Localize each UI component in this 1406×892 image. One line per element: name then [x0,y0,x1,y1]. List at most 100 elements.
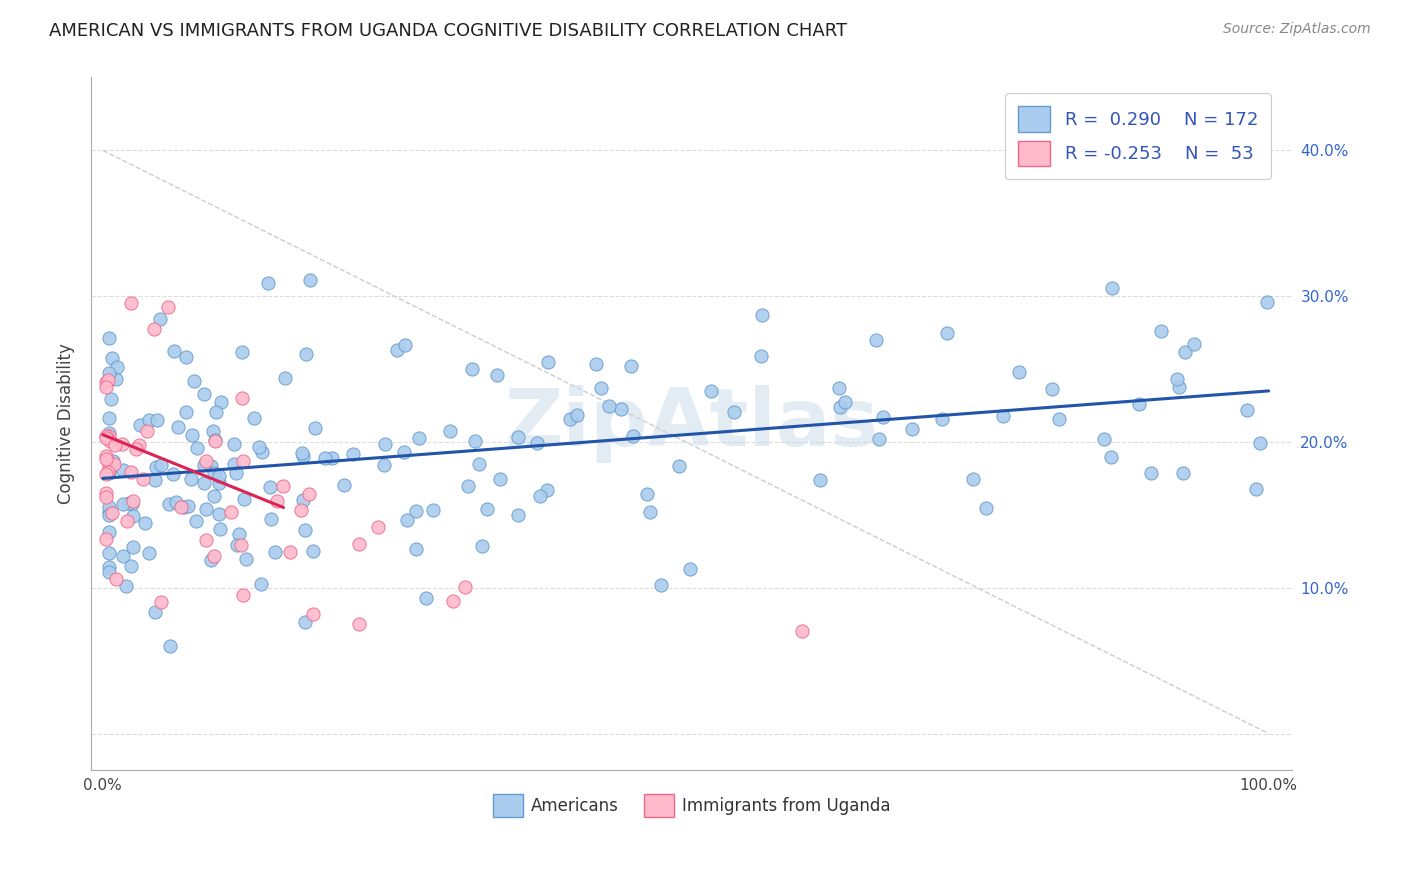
Point [225,538,247,552]
Point [104,438,127,452]
Point [257,276,280,290]
Point [97,560,120,574]
Point [166,419,188,434]
Point [228,526,250,541]
Point [138,413,160,427]
Point [259,480,281,494]
Point [298,486,321,500]
Point [205,405,228,419]
Point [475,502,498,516]
Point [274,371,297,385]
Point [1249,436,1271,450]
Point [129,417,152,432]
Point [229,538,252,552]
Y-axis label: Cognitive Disability: Cognitive Disability [58,343,75,504]
Point [232,588,254,602]
Point [96,467,118,482]
Point [396,513,419,527]
Point [314,451,336,466]
Point [974,501,997,516]
Point [124,442,146,457]
Point [304,421,326,435]
Point [349,617,371,632]
Point [868,432,890,446]
Point [290,503,312,517]
Point [865,333,887,347]
Point [1047,412,1070,426]
Point [204,433,226,447]
Point [454,580,477,594]
Point [394,338,416,352]
Point [156,300,179,314]
Point [97,467,120,481]
Point [751,350,773,364]
Point [723,405,745,419]
Point [250,445,273,459]
Point [1168,380,1191,394]
Point [295,347,318,361]
Point [219,505,242,519]
Point [143,605,166,619]
Point [121,497,143,511]
Point [111,437,134,451]
Point [118,496,141,510]
Point [565,408,588,422]
Point [408,431,430,445]
Point [209,395,232,409]
Point [1092,432,1115,446]
Point [138,546,160,560]
Point [610,402,633,417]
Point [132,472,155,486]
Point [598,399,620,413]
Point [202,466,225,480]
Point [872,409,894,424]
Point [367,520,389,534]
Point [193,387,215,401]
Point [231,391,253,405]
Point [96,452,118,467]
Point [96,449,118,463]
Point [321,450,343,465]
Point [180,472,202,486]
Point [620,359,643,373]
Point [202,549,225,564]
Point [638,505,661,519]
Point [422,503,444,517]
Point [193,458,215,473]
Point [1150,325,1173,339]
Point [150,458,173,472]
Point [103,457,125,471]
Point [222,457,245,471]
Point [207,508,229,522]
Point [174,350,197,364]
Point [828,400,851,414]
Point [278,545,301,559]
Point [180,428,202,442]
Point [333,478,356,492]
Point [97,465,120,479]
Point [195,454,218,468]
Point [104,372,127,386]
Point [991,409,1014,423]
Point [301,607,323,621]
Point [96,532,118,546]
Point [134,516,156,530]
Point [508,430,530,444]
Point [120,558,142,573]
Point [439,425,461,439]
Point [159,639,181,653]
Point [208,475,231,490]
Point [1244,482,1267,496]
Point [792,624,814,639]
Point [1182,337,1205,351]
Point [931,412,953,426]
Point [441,594,464,608]
Point [142,322,165,336]
Point [97,508,120,523]
Point [249,577,271,591]
Point [97,429,120,443]
Point [751,308,773,322]
Point [235,552,257,566]
Point [266,493,288,508]
Point [101,453,124,467]
